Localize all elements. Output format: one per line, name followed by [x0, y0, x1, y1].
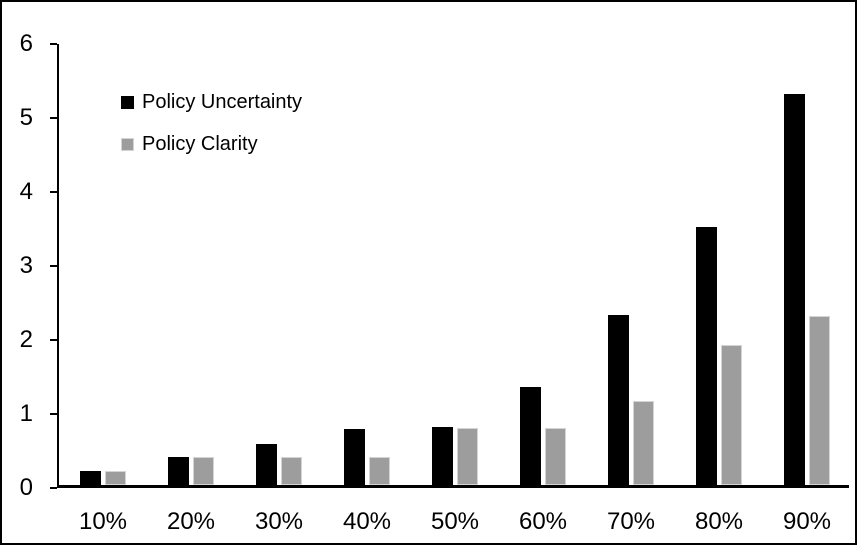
y-axis-label-2: 2 — [19, 326, 33, 353]
legend-row-policy-clarity: Policy Clarity — [121, 131, 302, 157]
bar-policy-uncertainty-40% — [344, 428, 365, 485]
y-axis-label-5: 5 — [19, 104, 33, 131]
bar-policy-uncertainty-20% — [168, 456, 189, 485]
legend: Policy Uncertainty Policy Clarity — [121, 89, 302, 173]
y-axis-label-6: 6 — [19, 30, 33, 57]
bar-policy-clarity-70% — [633, 400, 654, 485]
y-axis-label-4: 4 — [19, 178, 33, 205]
bar-policy-uncertainty-10% — [80, 470, 101, 485]
x-axis-label-50%: 50% — [430, 508, 480, 535]
y-tick-2 — [50, 339, 57, 341]
bar-policy-uncertainty-70% — [608, 314, 629, 485]
bar-policy-clarity-90% — [809, 315, 830, 485]
plot-area: Policy Uncertainty Policy Clarity — [50, 43, 849, 489]
bar-policy-clarity-40% — [369, 456, 390, 485]
bar-policy-clarity-20% — [193, 456, 214, 485]
x-axis-label-70%: 70% — [606, 508, 656, 535]
legend-swatch-policy-uncertainty — [121, 95, 134, 109]
y-axis-label-3: 3 — [19, 252, 33, 279]
legend-row-policy-uncertainty: Policy Uncertainty — [121, 89, 302, 115]
bar-policy-uncertainty-80% — [696, 227, 717, 485]
y-axis-label-0: 0 — [19, 474, 33, 501]
bar-policy-uncertainty-30% — [256, 443, 277, 485]
bar-policy-clarity-60% — [545, 428, 566, 485]
y-axis-label-1: 1 — [19, 400, 33, 427]
bar-policy-clarity-30% — [281, 456, 302, 485]
x-axis-label-40%: 40% — [342, 508, 392, 535]
x-axis-label-10%: 10% — [78, 508, 128, 535]
bar-policy-uncertainty-60% — [520, 386, 541, 485]
x-axis-label-60%: 60% — [518, 508, 568, 535]
bar-policy-clarity-50% — [457, 428, 478, 485]
y-tick-5 — [50, 117, 57, 119]
bar-policy-clarity-10% — [105, 470, 126, 485]
bar-policy-clarity-80% — [721, 345, 742, 485]
y-tick-6 — [50, 43, 57, 45]
legend-label-policy-clarity: Policy Clarity — [142, 132, 258, 155]
y-tick-3 — [50, 265, 57, 267]
x-axis-label-20%: 20% — [166, 508, 216, 535]
legend-label-policy-uncertainty: Policy Uncertainty — [142, 90, 303, 113]
x-axis-label-30%: 30% — [254, 508, 304, 535]
bar-policy-uncertainty-90% — [784, 94, 805, 485]
y-tick-4 — [50, 191, 57, 193]
x-axis-label-90%: 90% — [782, 508, 832, 535]
legend-swatch-policy-clarity — [121, 137, 134, 151]
bar-policy-uncertainty-50% — [432, 427, 453, 485]
y-tick-0 — [50, 487, 57, 489]
y-tick-1 — [50, 413, 57, 415]
x-axis-label-80%: 80% — [694, 508, 744, 535]
